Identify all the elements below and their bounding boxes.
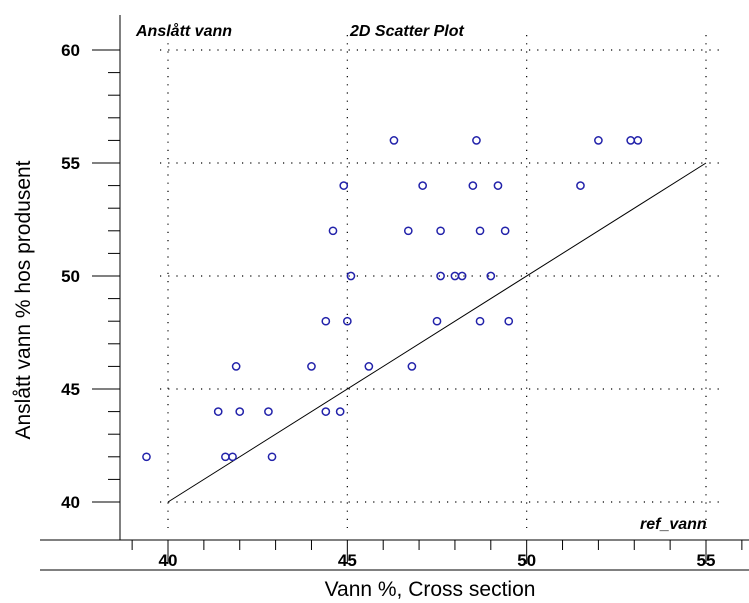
data-point [475, 316, 485, 326]
y-tick-label: 55 [61, 154, 80, 173]
y-tick-label: 50 [61, 267, 80, 286]
plot-subtitle: Anslått vann [135, 22, 232, 40]
data-point [486, 271, 496, 281]
data-point [335, 407, 345, 416]
x-tick-label: 55 [697, 551, 716, 570]
data-point [407, 362, 417, 371]
data-point [264, 407, 273, 416]
data-point [267, 452, 277, 462]
data-point [321, 407, 331, 416]
data-point [142, 452, 151, 462]
data-point [328, 226, 338, 236]
data-point [403, 226, 413, 236]
plot-title: 2D Scatter Plot [349, 23, 464, 40]
data-point [231, 362, 241, 371]
x-tick-label: 45 [338, 551, 357, 570]
data-point [576, 181, 585, 190]
data-point [633, 136, 643, 145]
y-tick-label: 45 [61, 380, 80, 399]
data-point [342, 316, 352, 326]
data-point [468, 181, 478, 190]
data-point [457, 271, 467, 281]
data-point [594, 136, 603, 145]
data-point [213, 407, 223, 416]
data-point [450, 271, 460, 281]
data-point [436, 226, 445, 236]
data-point [436, 271, 445, 281]
data-point [472, 136, 481, 145]
x-axis-title: Vann %, Cross section [325, 578, 536, 601]
y-tick-label: 40 [61, 493, 80, 512]
data-point [475, 226, 485, 236]
data-point [321, 316, 331, 326]
data-point [504, 316, 514, 326]
data-point [418, 181, 428, 190]
data-point [364, 362, 374, 371]
y-axis-title: Anslått vann % hos produsent [12, 160, 35, 439]
data-point [346, 271, 356, 281]
points-layer [142, 136, 643, 462]
data-point [339, 181, 349, 190]
y-tick-label: 60 [61, 41, 80, 60]
grid-layer [160, 35, 720, 528]
data-point [493, 181, 503, 190]
data-point [228, 452, 237, 462]
reference-line [167, 162, 707, 503]
x-tick-label: 40 [159, 551, 178, 570]
data-point [626, 136, 636, 145]
data-point [432, 316, 442, 326]
data-point [500, 226, 510, 236]
data-point [235, 407, 245, 416]
reference-label: ref_vann [640, 516, 707, 533]
data-point [221, 452, 230, 462]
data-point [307, 362, 316, 371]
ticks-layer: 40 45 50 55 60 40 45 50 55 [61, 41, 743, 570]
data-point [389, 136, 399, 145]
axes-layer [40, 15, 749, 571]
x-tick-label: 50 [517, 551, 536, 570]
